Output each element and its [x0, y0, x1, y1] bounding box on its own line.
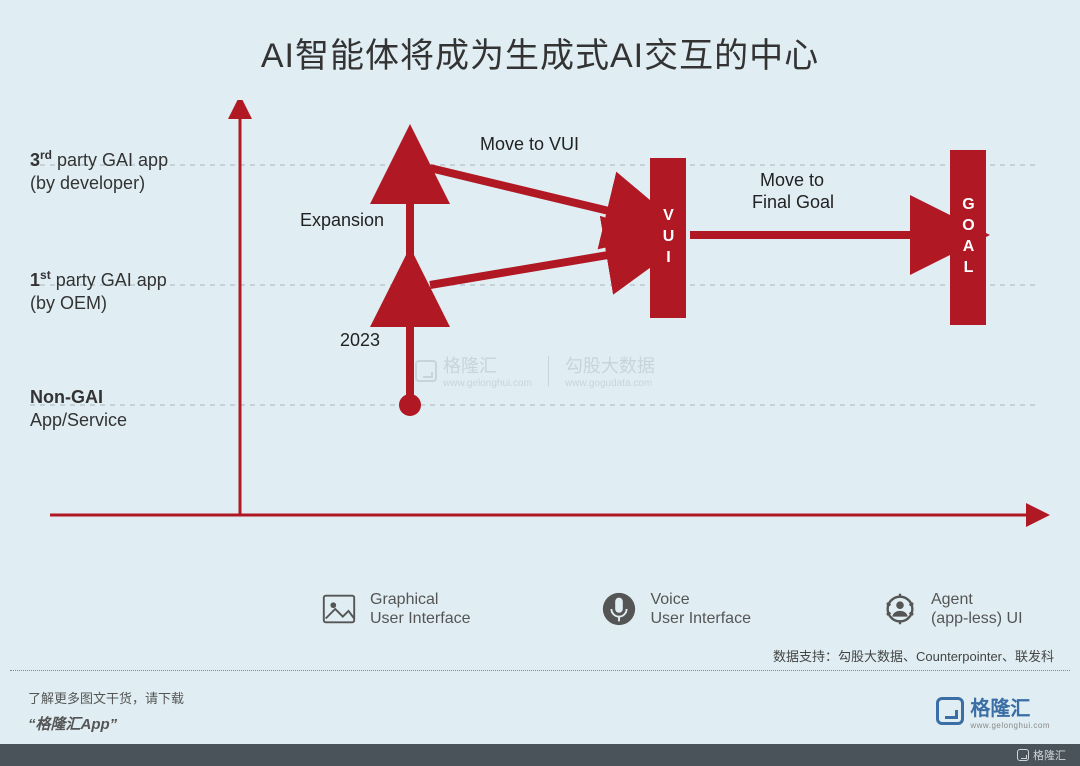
footer-brand-url: www.gelonghui.com	[970, 721, 1050, 730]
row-label-2: Non-GAIApp/Service	[30, 386, 127, 431]
darkbar-logo-icon	[1017, 749, 1029, 761]
footer-logo: 格隆汇 www.gelonghui.com	[936, 692, 1050, 730]
footer-app-name: “格隆汇App”	[28, 713, 184, 734]
bar-goal: GOAL	[950, 150, 986, 325]
legend-vui-l2: User Interface	[650, 610, 750, 627]
diagram-svg	[30, 100, 1050, 580]
legend-agent: Agent (app-less) UI	[881, 590, 1023, 628]
label-move_goal_l1: Move to	[760, 170, 824, 191]
legend-gui-l1: Graphical	[370, 591, 438, 608]
separator	[10, 670, 1070, 671]
label-expansion: Expansion	[300, 210, 384, 231]
footer-line1: 了解更多图文干货，请下载	[28, 688, 184, 707]
legend-gui-l2: User Interface	[370, 610, 470, 627]
source-line: 数据支持：勾股大数据、Counterpointer、联发科	[773, 646, 1054, 665]
bar-vui: VUI	[650, 158, 686, 318]
label-year: 2023	[340, 330, 380, 351]
legend: Graphical User Interface Voice User Interfa…	[30, 590, 1050, 628]
legend-agent-l2: (app-less) UI	[931, 610, 1023, 627]
vui-icon	[600, 590, 638, 628]
legend-vui: Voice User Interface	[600, 590, 750, 628]
label-move_vui: Move to VUI	[480, 134, 579, 155]
legend-vui-l1: Voice	[650, 591, 689, 608]
legend-agent-l1: Agent	[931, 591, 973, 608]
diagram-area: 格隆汇 www.gelonghui.com 勾股大数据 www.gogudata…	[30, 100, 1050, 580]
legend-gui: Graphical User Interface	[320, 590, 470, 628]
footer-logo-icon	[936, 697, 964, 725]
footer-brand: 格隆汇	[970, 698, 1030, 720]
darkbar-text: 格隆汇	[1033, 747, 1066, 763]
row-label-1: 1st party GAI app(by OEM)	[30, 268, 167, 314]
gui-icon	[320, 590, 358, 628]
agent-icon	[881, 590, 919, 628]
dark-bottom-bar: 格隆汇	[0, 744, 1080, 766]
label-move_goal_l2: Final Goal	[752, 192, 834, 213]
row-label-0: 3rd party GAI app(by developer)	[30, 148, 168, 194]
page-title: AI智能体将成为生成式AI交互的中心	[0, 0, 1080, 77]
footer-left: 了解更多图文干货，请下载 “格隆汇App”	[28, 688, 184, 734]
